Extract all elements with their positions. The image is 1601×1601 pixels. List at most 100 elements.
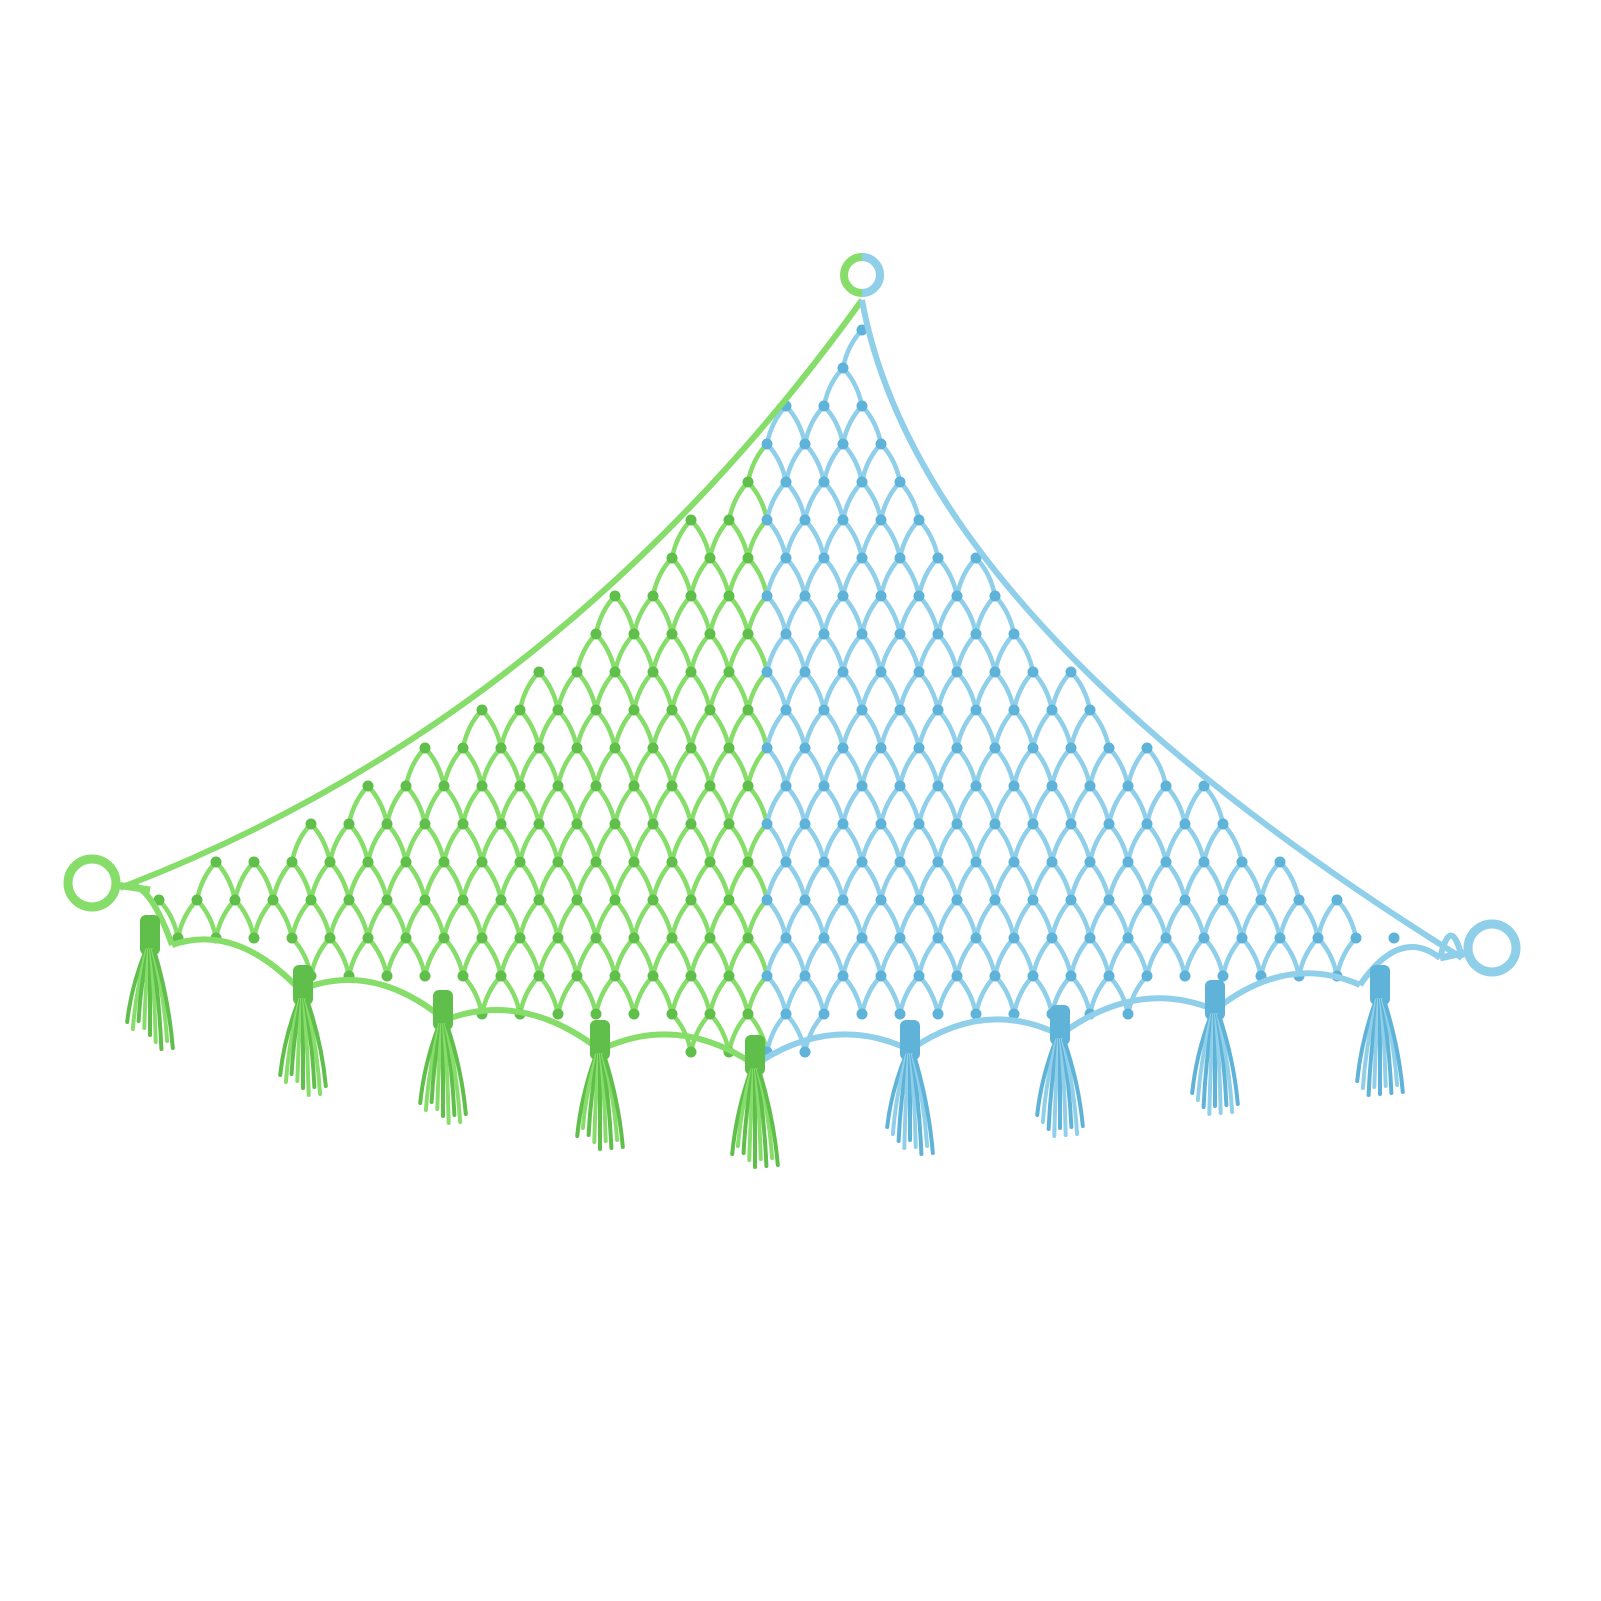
- knot: [1236, 856, 1248, 868]
- knot: [742, 932, 754, 944]
- knot: [1103, 742, 1115, 754]
- knot: [799, 818, 811, 830]
- knot: [913, 818, 925, 830]
- bottom-scallop: [1213, 970, 1362, 1013]
- knot: [780, 476, 792, 488]
- knot: [1008, 1008, 1020, 1020]
- knot: [229, 894, 241, 906]
- knot: [685, 894, 697, 906]
- knot: [818, 780, 830, 792]
- knot: [818, 932, 830, 944]
- knot: [913, 742, 925, 754]
- knot: [666, 932, 678, 944]
- knot: [780, 1008, 792, 1020]
- knot: [666, 628, 678, 640]
- net-border-cords: [118, 298, 1465, 1068]
- tassel-strand: [305, 998, 328, 1088]
- knot: [552, 704, 564, 716]
- tassel-wrap: [140, 915, 160, 955]
- green-tassel: [418, 990, 468, 1125]
- knot: [1160, 780, 1172, 792]
- knot: [419, 970, 431, 982]
- knot: [761, 894, 773, 906]
- knot: [932, 932, 944, 944]
- knot: [381, 818, 393, 830]
- knot: [628, 932, 640, 944]
- knot: [1065, 894, 1077, 906]
- knot: [514, 780, 526, 792]
- knot: [609, 894, 621, 906]
- bottom-scallop: [1357, 943, 1442, 987]
- knot: [647, 894, 659, 906]
- knot: [685, 666, 697, 678]
- knot: [1027, 970, 1039, 982]
- knot: [1141, 894, 1153, 906]
- knot: [856, 704, 868, 716]
- knot: [1179, 970, 1191, 982]
- knot: [742, 856, 754, 868]
- knot: [1046, 932, 1058, 944]
- knot: [723, 666, 735, 678]
- knot: [856, 780, 868, 792]
- knot: [1122, 856, 1134, 868]
- knot: [666, 780, 678, 792]
- knot: [1141, 818, 1153, 830]
- knot: [913, 514, 925, 526]
- left-top-edge: [118, 298, 865, 891]
- knot: [704, 628, 716, 640]
- knot: [818, 856, 830, 868]
- bottom-scallop: [1058, 995, 1217, 1038]
- knot: [1084, 780, 1096, 792]
- left-ring: [63, 854, 121, 912]
- knot: [799, 590, 811, 602]
- knot: [1065, 970, 1077, 982]
- knot: [818, 552, 830, 564]
- knot: [495, 970, 507, 982]
- knot: [514, 932, 526, 944]
- knot: [685, 742, 697, 754]
- knot: [362, 932, 374, 944]
- knot: [647, 970, 659, 982]
- knot: [704, 932, 716, 944]
- hanging-rings: [63, 253, 1521, 977]
- knot: [818, 476, 830, 488]
- knot: [951, 590, 963, 602]
- knot: [1198, 780, 1210, 792]
- knot: [723, 742, 735, 754]
- knot: [780, 552, 792, 564]
- knot: [1103, 970, 1115, 982]
- knot: [1027, 818, 1039, 830]
- knot: [799, 970, 811, 982]
- knot: [761, 590, 773, 602]
- knot: [875, 894, 887, 906]
- knot: [1274, 856, 1286, 868]
- knot: [419, 818, 431, 830]
- knot: [476, 856, 488, 868]
- knot: [685, 1046, 697, 1058]
- knot: [723, 514, 735, 526]
- bottom-scallop: [443, 1007, 602, 1053]
- knot: [1160, 856, 1172, 868]
- knot: [1084, 856, 1096, 868]
- knot: [248, 856, 260, 868]
- knot: [837, 742, 849, 754]
- knot: [932, 552, 944, 564]
- knot: [685, 514, 697, 526]
- knot: [1141, 742, 1153, 754]
- knot: [913, 894, 925, 906]
- knot: [875, 742, 887, 754]
- knot: [856, 476, 868, 488]
- knot: [875, 438, 887, 450]
- knot: [191, 894, 203, 906]
- bottom-scallop: [753, 1031, 912, 1068]
- knot: [742, 704, 754, 716]
- knot: [1293, 894, 1305, 906]
- knot: [818, 704, 830, 716]
- knot: [1388, 932, 1400, 944]
- knot: [1122, 1008, 1134, 1020]
- knot: [153, 894, 165, 906]
- knot: [970, 932, 982, 944]
- knot: [856, 628, 868, 640]
- knot: [894, 780, 906, 792]
- knot: [476, 704, 488, 716]
